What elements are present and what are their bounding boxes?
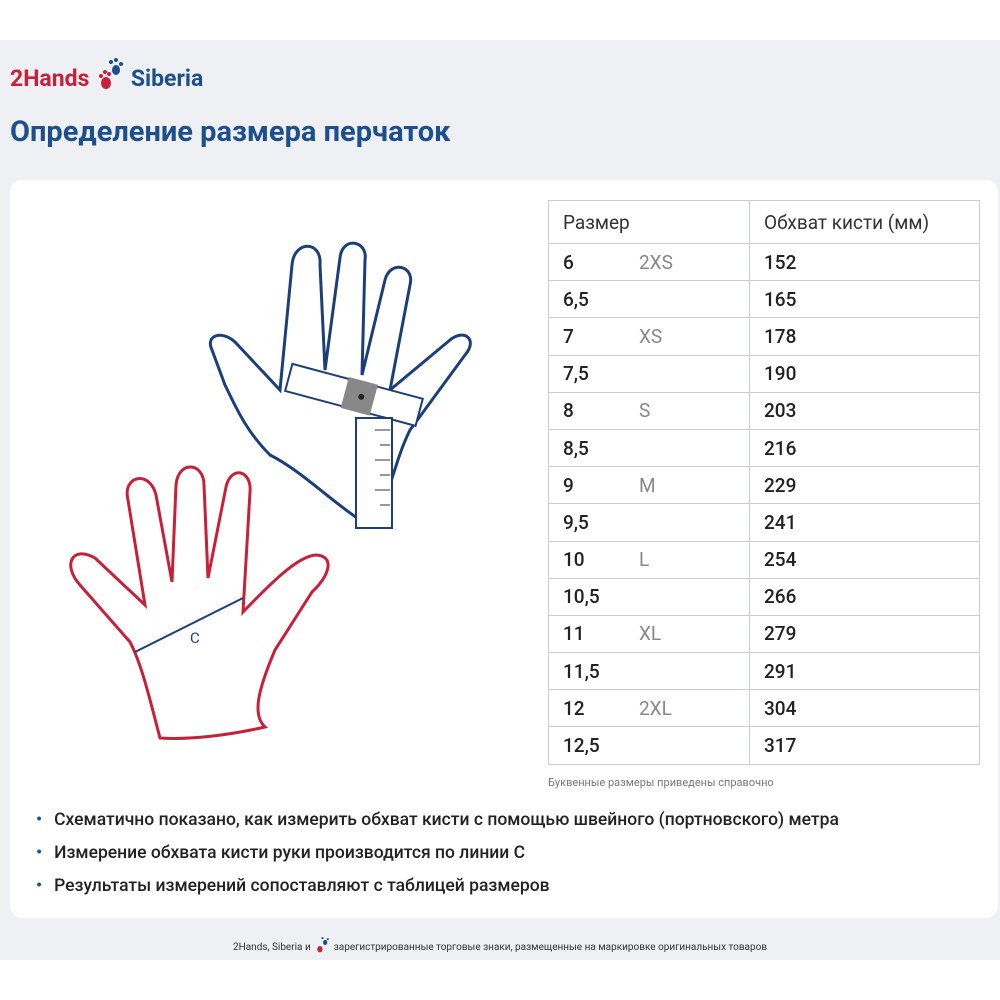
mm-cell: 279 xyxy=(749,614,980,654)
letter-cell xyxy=(625,280,750,319)
letter-cell: 2XL xyxy=(625,689,750,728)
measure-label: C xyxy=(190,629,200,647)
mm-cell: 229 xyxy=(749,466,980,505)
note: Буквенные размеры приведены справочно xyxy=(548,776,774,789)
table-row: 8 S 203 xyxy=(548,391,980,430)
letter-cell: XL xyxy=(625,614,750,654)
header-cell: Обхват кисти (мм) xyxy=(749,200,980,244)
size-cell: 9,5 xyxy=(548,503,625,542)
bullet: Измерение обхвата кисти руки производитс… xyxy=(36,843,839,876)
mm-cell: 152 xyxy=(749,242,980,282)
size-cell: 12 xyxy=(548,689,625,728)
mm-cell: 291 xyxy=(749,652,980,691)
size-cell: 6,5 xyxy=(548,280,625,319)
letter-cell xyxy=(625,577,750,616)
size-cell: 8,5 xyxy=(548,428,625,468)
table-row: 6 2XS 152 xyxy=(548,242,980,282)
brand-right: Siberia xyxy=(130,65,204,92)
mm-cell: 190 xyxy=(749,354,980,393)
table-row: 7 XS 178 xyxy=(548,317,980,356)
footer-icon xyxy=(317,937,330,953)
table-row: 9,5 241 xyxy=(548,503,980,542)
table-row: 12,5 317 xyxy=(548,726,980,765)
table-row: 11,5 291 xyxy=(548,652,980,691)
footer-text: 2Hands, Siberia и xyxy=(232,942,311,953)
mm-cell: 317 xyxy=(749,726,980,765)
mm-cell: 266 xyxy=(749,577,980,616)
footer-text: зарегистрированные торговые знаки, разме… xyxy=(333,942,768,953)
letter-cell xyxy=(625,652,750,691)
mm-cell: 254 xyxy=(749,540,980,579)
size-cell: 11,5 xyxy=(548,652,625,691)
bullet-list: Схематично показано, как измерить обхват… xyxy=(36,810,839,909)
table-row: 10,5 266 xyxy=(548,577,980,616)
table-row: 7,5 190 xyxy=(548,354,980,393)
letter-cell: S xyxy=(625,391,750,430)
letter-cell xyxy=(625,503,750,542)
table-row: 9 M 229 xyxy=(548,466,980,505)
size-cell: 12,5 xyxy=(548,726,625,765)
palm-hand xyxy=(69,465,330,740)
mm-cell: 178 xyxy=(749,317,980,356)
size-cell: 10 xyxy=(548,540,625,579)
letter-cell xyxy=(625,726,750,765)
bullet: Схематично показано, как измерить обхват… xyxy=(36,810,839,843)
mm-cell: 241 xyxy=(749,503,980,542)
table-row: 8,5 216 xyxy=(548,428,980,468)
table-row: 12 2XL 304 xyxy=(548,689,980,728)
hands-diagram: C xyxy=(69,241,472,740)
brand: 2Hands Siberia xyxy=(10,58,203,92)
header-cell: Размер xyxy=(548,200,750,244)
brand-left: 2Hands xyxy=(10,65,90,92)
letter-cell xyxy=(625,428,750,468)
title: Определение размера перчаток xyxy=(10,115,451,149)
size-cell: 11 xyxy=(548,614,625,654)
logo-icon xyxy=(99,58,124,89)
mm-cell: 304 xyxy=(749,689,980,728)
letter-cell xyxy=(625,354,750,393)
bullet: Результаты измерений сопоставляют с табл… xyxy=(36,876,839,909)
letter-cell: M xyxy=(625,466,750,505)
header-row: Размер Обхват кисти (мм) xyxy=(548,200,980,244)
size-cell: 9 xyxy=(548,466,625,505)
mm-cell: 203 xyxy=(749,391,980,430)
tape-horizontal xyxy=(283,362,425,428)
size-cell: 6 xyxy=(548,242,625,282)
mm-cell: 165 xyxy=(749,280,980,319)
letter-cell: 2XS xyxy=(625,242,750,282)
letter-cell: XS xyxy=(625,317,750,356)
table-row: 10 L 254 xyxy=(548,540,980,579)
size-cell: 7 xyxy=(548,317,625,356)
size-cell: 10,5 xyxy=(548,577,625,616)
table-row: 6,5 165 xyxy=(548,280,980,319)
tape-vertical xyxy=(355,417,393,529)
size-cell: 7,5 xyxy=(548,354,625,393)
measure-line xyxy=(134,597,244,653)
letter-cell: L xyxy=(625,540,750,579)
table-row: 11 XL 279 xyxy=(548,614,980,654)
size-cell: 8 xyxy=(548,391,625,430)
size-table: Размер Обхват кисти (мм) 6 2XS 152 6,5 165 7 XS 1… xyxy=(548,200,980,765)
tape-ticks xyxy=(375,429,390,506)
mm-cell: 216 xyxy=(749,428,980,468)
footer: 2Hands, Siberia и зарегистрированные тор… xyxy=(0,936,1000,954)
